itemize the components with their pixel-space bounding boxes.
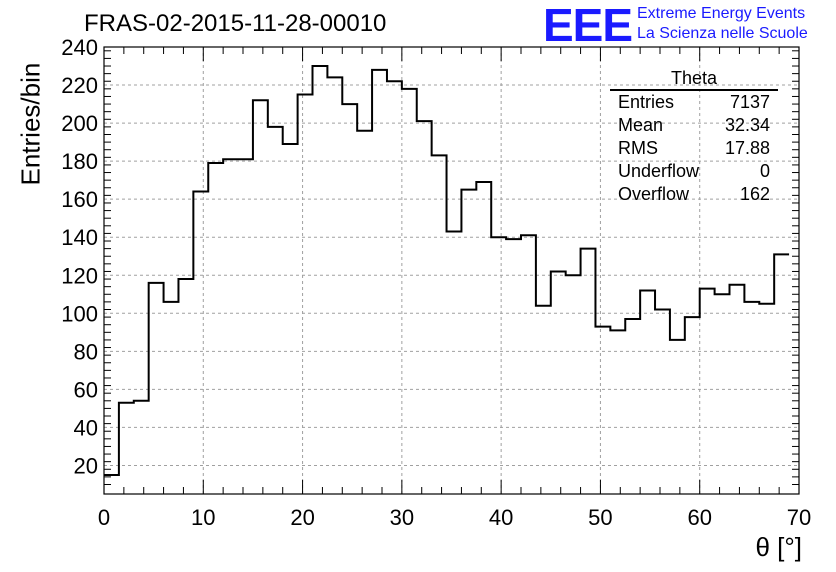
- stat-row-entries: Entries 7137: [610, 91, 778, 114]
- x-tick-label: 40: [489, 505, 513, 530]
- eee-logo: EEE: [543, 0, 633, 51]
- y-tick-label: 220: [61, 73, 98, 98]
- stats-rows: Entries 7137 Mean 32.34 RMS 17.88 Underflow…: [610, 91, 778, 206]
- y-tick-label: 40: [74, 415, 98, 440]
- stat-value: 162: [739, 184, 770, 204]
- y-tick-label: 160: [61, 187, 98, 212]
- stats-box: Theta Entries 7137 Mean 32.34 RMS 17.88 Und…: [610, 68, 778, 206]
- logo-line-2: La Scienza nelle Scuole: [637, 25, 808, 42]
- stat-row-overflow: Overflow 162: [610, 183, 778, 206]
- x-tick-label: 30: [390, 505, 414, 530]
- plot-frame: [103, 46, 800, 495]
- x-tick-label: 20: [290, 505, 314, 530]
- y-tick-label: 240: [61, 35, 98, 60]
- y-axis-label: Entries/bin: [15, 62, 46, 186]
- y-tick-label: 200: [61, 111, 98, 136]
- x-tick-label: 10: [191, 505, 215, 530]
- stat-value: 17.88: [724, 138, 770, 158]
- y-tick-label: 100: [61, 301, 98, 326]
- stat-row-rms: RMS 17.88: [610, 137, 778, 160]
- stats-title: Theta: [670, 68, 718, 88]
- y-tick-label: 60: [74, 377, 98, 402]
- stat-value: 7137: [729, 92, 770, 112]
- stat-label: Entries: [618, 92, 675, 112]
- y-tick-label: 120: [61, 263, 98, 288]
- stat-row-underflow: Underflow 0: [610, 160, 778, 183]
- stat-label: RMS: [618, 138, 658, 158]
- run-title: FRAS-02-2015-11-28-00010: [84, 10, 387, 37]
- stat-row-mean: Mean 32.34: [610, 114, 778, 137]
- stat-label: Overflow: [618, 184, 690, 204]
- x-tick-label: 0: [98, 505, 110, 530]
- logo-caption: Extreme Energy Events La Scienza nelle S…: [637, 4, 808, 44]
- histogram-bins: [104, 65, 790, 476]
- x-tick-label: 60: [687, 505, 711, 530]
- stat-value: 0: [759, 161, 770, 181]
- stat-label: Mean: [618, 115, 664, 135]
- x-axis-label: θ [°]: [755, 532, 802, 562]
- stat-label: Underflow: [618, 161, 700, 181]
- y-tick-label: 20: [74, 453, 98, 478]
- stats-divider: [610, 89, 778, 91]
- y-tick-label: 80: [74, 339, 98, 364]
- stat-value: 32.34: [724, 115, 770, 135]
- x-tick-label: 70: [787, 505, 811, 530]
- y-tick-label: 180: [61, 149, 98, 174]
- x-tick-label: 50: [588, 505, 612, 530]
- logo-line-1: Extreme Energy Events: [637, 5, 806, 22]
- y-tick-label: 140: [61, 225, 98, 250]
